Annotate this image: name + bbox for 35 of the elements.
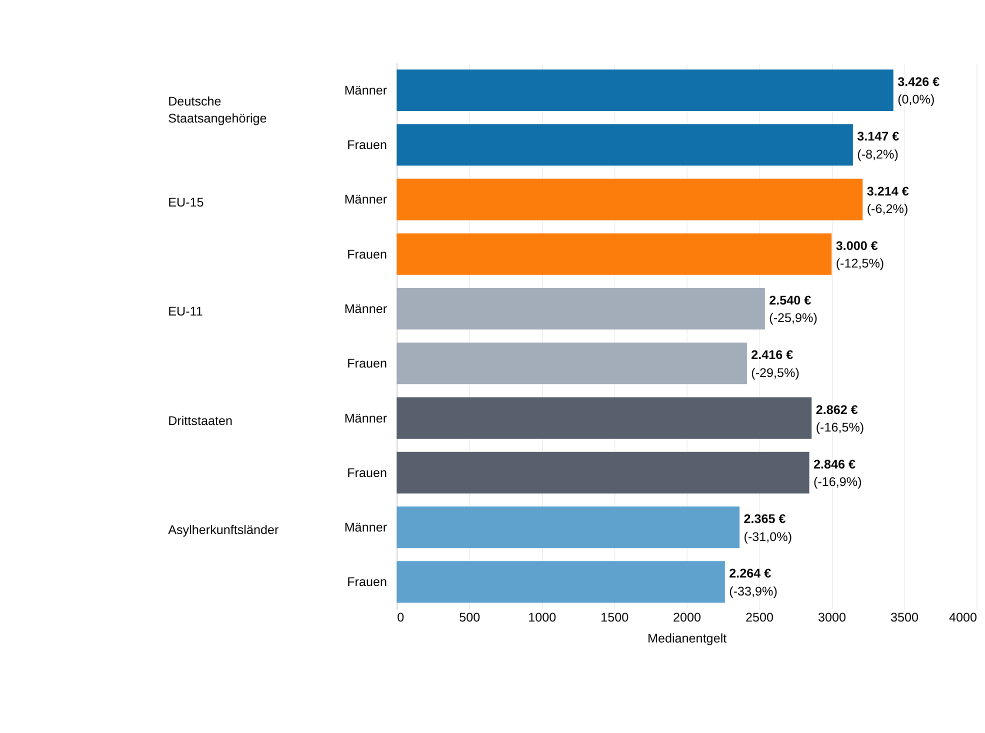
- x-tick-label: 0: [397, 610, 404, 624]
- x-tick-label: 3500: [890, 610, 919, 624]
- y-tick-label: Frauen: [347, 466, 388, 480]
- text: 2.862 € (-16,5%): [816, 402, 864, 434]
- y-tick-label: Frauen: [347, 247, 388, 262]
- x-tick-label: 1000: [528, 610, 556, 624]
- text: 2.264 € (-33,9%): [729, 566, 778, 598]
- text: 3.000 € (-12,5%): [836, 238, 884, 271]
- text: 3.426 € (0,0%): [898, 75, 940, 107]
- y-tick-label: Männer: [344, 411, 388, 426]
- x-axis-title: Medianentgelt: [648, 631, 728, 646]
- x-tick-label: 500: [459, 610, 480, 624]
- x-tick-label: 2000: [673, 610, 702, 624]
- y-tick-label: Frauen: [347, 356, 388, 371]
- x-tick-label: 4000: [948, 610, 978, 624]
- text: Drittstaaten: [168, 414, 232, 428]
- text: 2.846 € (-16,9%): [813, 457, 862, 490]
- y-tick-label: Männer: [344, 192, 388, 207]
- text: 2.365 € (-31,0%): [744, 512, 792, 544]
- text: EU-15: [168, 195, 204, 210]
- y-tick-label: Männer: [344, 520, 388, 535]
- text: 3.147 € (-8,2%): [857, 130, 900, 162]
- text: Asylherkunftsländer: [168, 523, 279, 538]
- x-tick-label: 1500: [600, 610, 629, 624]
- y-tick-label: Männer: [344, 83, 388, 98]
- y-tick-label: Männer: [344, 302, 388, 316]
- text: EU-11: [168, 304, 203, 319]
- text: 3.214 € (-6,2%): [866, 184, 909, 216]
- text: Deutsche Staatsangehörige: [168, 94, 267, 126]
- y-tick-label: Frauen: [347, 575, 388, 590]
- y-tick-label: Frauen: [347, 138, 388, 152]
- text: 2.540 € (-25,9%): [769, 294, 818, 326]
- x-tick-label: 2500: [746, 610, 774, 624]
- x-tick-label: 3000: [818, 610, 846, 624]
- text: 2.416 € (-29,5%): [751, 348, 800, 380]
